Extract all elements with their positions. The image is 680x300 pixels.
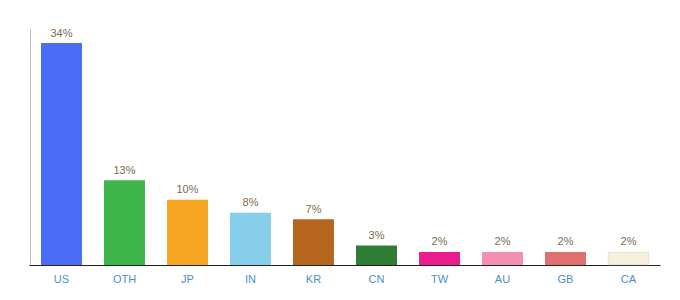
svg-text:13%: 13% bbox=[113, 164, 135, 176]
svg-text:CA: CA bbox=[621, 273, 637, 285]
svg-text:OTH: OTH bbox=[113, 273, 136, 285]
svg-text:2%: 2% bbox=[621, 235, 637, 247]
svg-text:US: US bbox=[54, 273, 69, 285]
svg-text:2%: 2% bbox=[432, 235, 448, 247]
svg-text:7%: 7% bbox=[306, 203, 322, 215]
svg-text:GB: GB bbox=[558, 273, 574, 285]
svg-text:AU: AU bbox=[495, 273, 510, 285]
svg-text:34%: 34% bbox=[50, 27, 72, 39]
svg-text:KR: KR bbox=[306, 273, 321, 285]
svg-text:TW: TW bbox=[431, 273, 449, 285]
svg-text:JP: JP bbox=[181, 273, 194, 285]
svg-text:3%: 3% bbox=[369, 229, 385, 241]
svg-text:IN: IN bbox=[245, 273, 256, 285]
svg-text:8%: 8% bbox=[243, 196, 259, 208]
svg-text:2%: 2% bbox=[495, 235, 511, 247]
svg-text:10%: 10% bbox=[176, 183, 198, 195]
svg-text:2%: 2% bbox=[558, 235, 574, 247]
svg-text:CN: CN bbox=[369, 273, 385, 285]
